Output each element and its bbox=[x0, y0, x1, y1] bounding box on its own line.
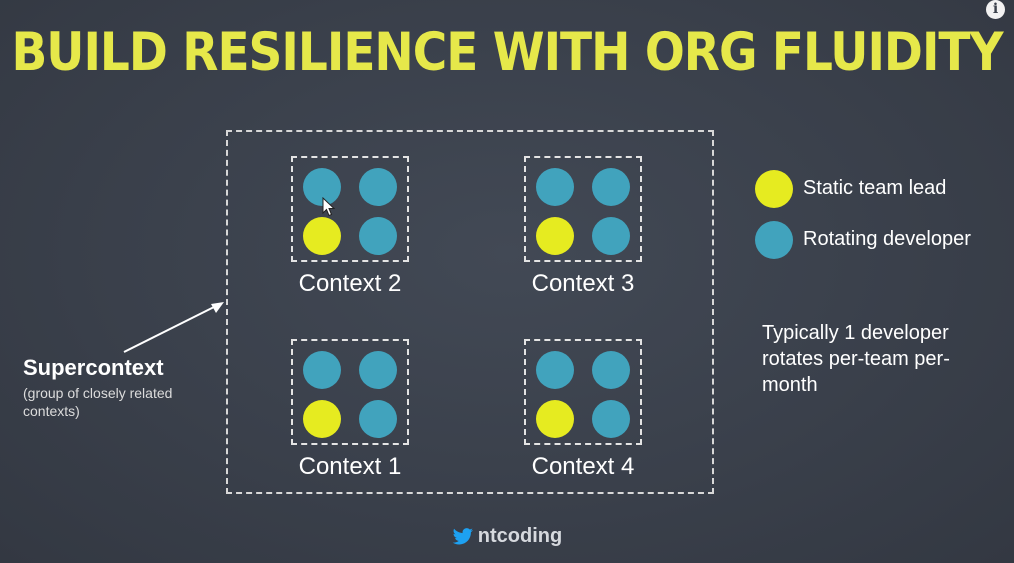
rotation-note: Typically 1 developer rotates per-team p… bbox=[762, 322, 950, 396]
legend-developer-label: Rotating developer bbox=[803, 228, 971, 250]
developer-dot bbox=[592, 168, 630, 206]
developer-dot bbox=[592, 400, 630, 438]
context-box-2 bbox=[291, 156, 409, 262]
slide-title: BUILD RESILIENCE WITH ORG FLUIDITY bbox=[11, 22, 1003, 84]
developer-dot bbox=[592, 217, 630, 255]
team-lead-dot bbox=[536, 400, 574, 438]
arrow-icon bbox=[123, 302, 224, 353]
developer-dot bbox=[536, 351, 574, 389]
developer-dot bbox=[359, 217, 397, 255]
context-label-3: Context 3 bbox=[531, 270, 635, 297]
team-lead-dot bbox=[536, 217, 574, 255]
developer-dot bbox=[303, 168, 341, 206]
developer-dot bbox=[303, 351, 341, 389]
developer-dot bbox=[592, 351, 630, 389]
twitter-handle: ntcoding bbox=[0, 525, 1014, 548]
supercontext-boundary bbox=[226, 130, 714, 494]
legend-lead-label: Static team lead bbox=[803, 177, 947, 199]
developer-dot bbox=[359, 168, 397, 206]
context-label-2: Context 2 bbox=[298, 270, 402, 297]
context-box-4 bbox=[524, 339, 642, 445]
twitter-handle-text[interactable]: ntcoding bbox=[477, 525, 563, 547]
supercontext-subtitle: (group of closely related contexts) bbox=[23, 385, 173, 419]
info-icon[interactable]: i bbox=[986, 0, 1005, 19]
context-label-4: Context 4 bbox=[531, 453, 635, 480]
supercontext-title: Supercontext bbox=[23, 355, 164, 380]
context-box-1 bbox=[291, 339, 409, 445]
mouse-pointer-icon bbox=[322, 197, 336, 217]
team-lead-dot bbox=[303, 400, 341, 438]
legend-lead-dot bbox=[755, 170, 793, 208]
context-label-1: Context 1 bbox=[298, 453, 402, 480]
twitter-bird-icon bbox=[452, 527, 473, 545]
developer-dot bbox=[359, 400, 397, 438]
developer-dot bbox=[536, 168, 574, 206]
developer-dot bbox=[359, 351, 397, 389]
legend-developer-dot bbox=[755, 221, 793, 259]
context-box-3 bbox=[524, 156, 642, 262]
team-lead-dot bbox=[303, 217, 341, 255]
